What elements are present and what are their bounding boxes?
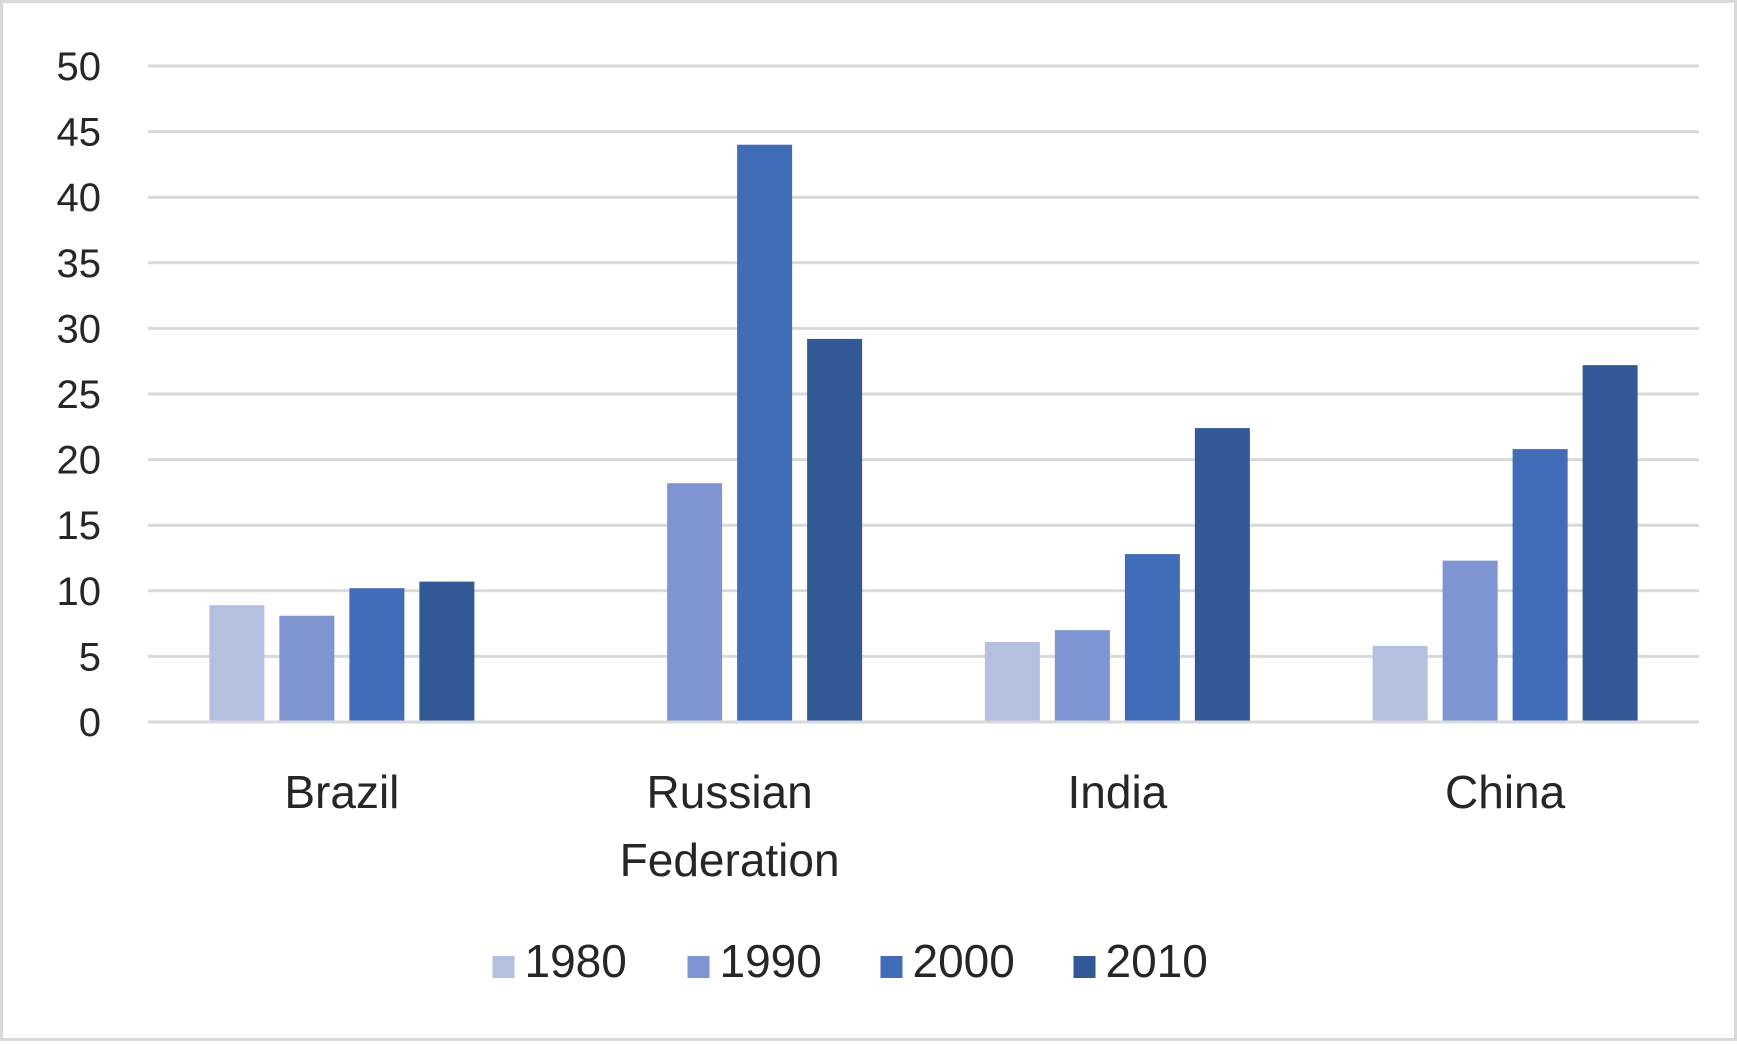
category-label-line: Federation (620, 834, 840, 886)
bar-2010-china (1582, 365, 1638, 722)
category-labels: Brazil Russian Federation India China (284, 766, 1565, 886)
y-tick-label: 0 (79, 701, 101, 745)
legend-swatch-1990 (687, 956, 710, 978)
category-label: Brazil (284, 766, 399, 818)
legend-swatch-1980 (492, 956, 515, 978)
bar-1990-brazil (279, 615, 335, 722)
bar-1980-india (984, 641, 1040, 722)
y-axis-tick-labels: 0 5 10 15 20 25 30 35 40 45 50 (57, 45, 102, 745)
category-label: India (1068, 766, 1168, 818)
bar-1990-russian-federation (667, 483, 723, 722)
legend-label-2000: 2000 (913, 935, 1015, 987)
legend-label-2010: 2010 (1106, 935, 1208, 987)
y-tick-label: 15 (57, 504, 102, 548)
category-label-line: Brazil (284, 766, 399, 818)
bar-2000-china (1512, 449, 1568, 722)
category-label-line: Russian (647, 766, 813, 818)
y-tick-label: 20 (57, 439, 102, 483)
y-tick-label: 25 (57, 373, 102, 417)
bar-2010-india (1194, 428, 1250, 722)
bars (209, 144, 1638, 723)
y-tick-label: 50 (57, 45, 102, 89)
bar-2000-brazil (349, 588, 405, 722)
y-tick-label: 35 (57, 242, 102, 286)
y-tick-label: 10 (57, 570, 102, 614)
legend-swatch-2010 (1073, 956, 1096, 978)
bar-1980-china (1372, 645, 1428, 722)
bar-2010-brazil (419, 581, 475, 722)
bar-2000-india (1124, 554, 1180, 722)
y-tick-label: 30 (57, 307, 102, 351)
category-label-line: China (1445, 766, 1566, 818)
bar-1990-china (1442, 560, 1498, 722)
bar-2000-russian-federation (737, 144, 793, 723)
category-label: China (1445, 766, 1566, 818)
legend: 1980 1990 2000 2010 (492, 935, 1208, 987)
y-tick-label: 5 (79, 635, 101, 679)
y-tick-label: 45 (57, 111, 102, 155)
bar-2010-russian-federation (807, 338, 863, 722)
legend-label-1980: 1980 (525, 935, 627, 987)
category-label-line: India (1068, 766, 1168, 818)
y-tick-label: 40 (57, 176, 102, 220)
legend-swatch-2000 (880, 956, 903, 978)
category-label: Russian Federation (620, 766, 840, 886)
gridlines (148, 64, 1699, 658)
bar-chart: 0 5 10 15 20 25 30 35 40 45 50 Brazil Russian Federa… (57, 45, 1699, 987)
legend-label-1990: 1990 (720, 935, 822, 987)
bar-1990-india (1054, 630, 1110, 722)
bar-1980-brazil (209, 605, 265, 722)
